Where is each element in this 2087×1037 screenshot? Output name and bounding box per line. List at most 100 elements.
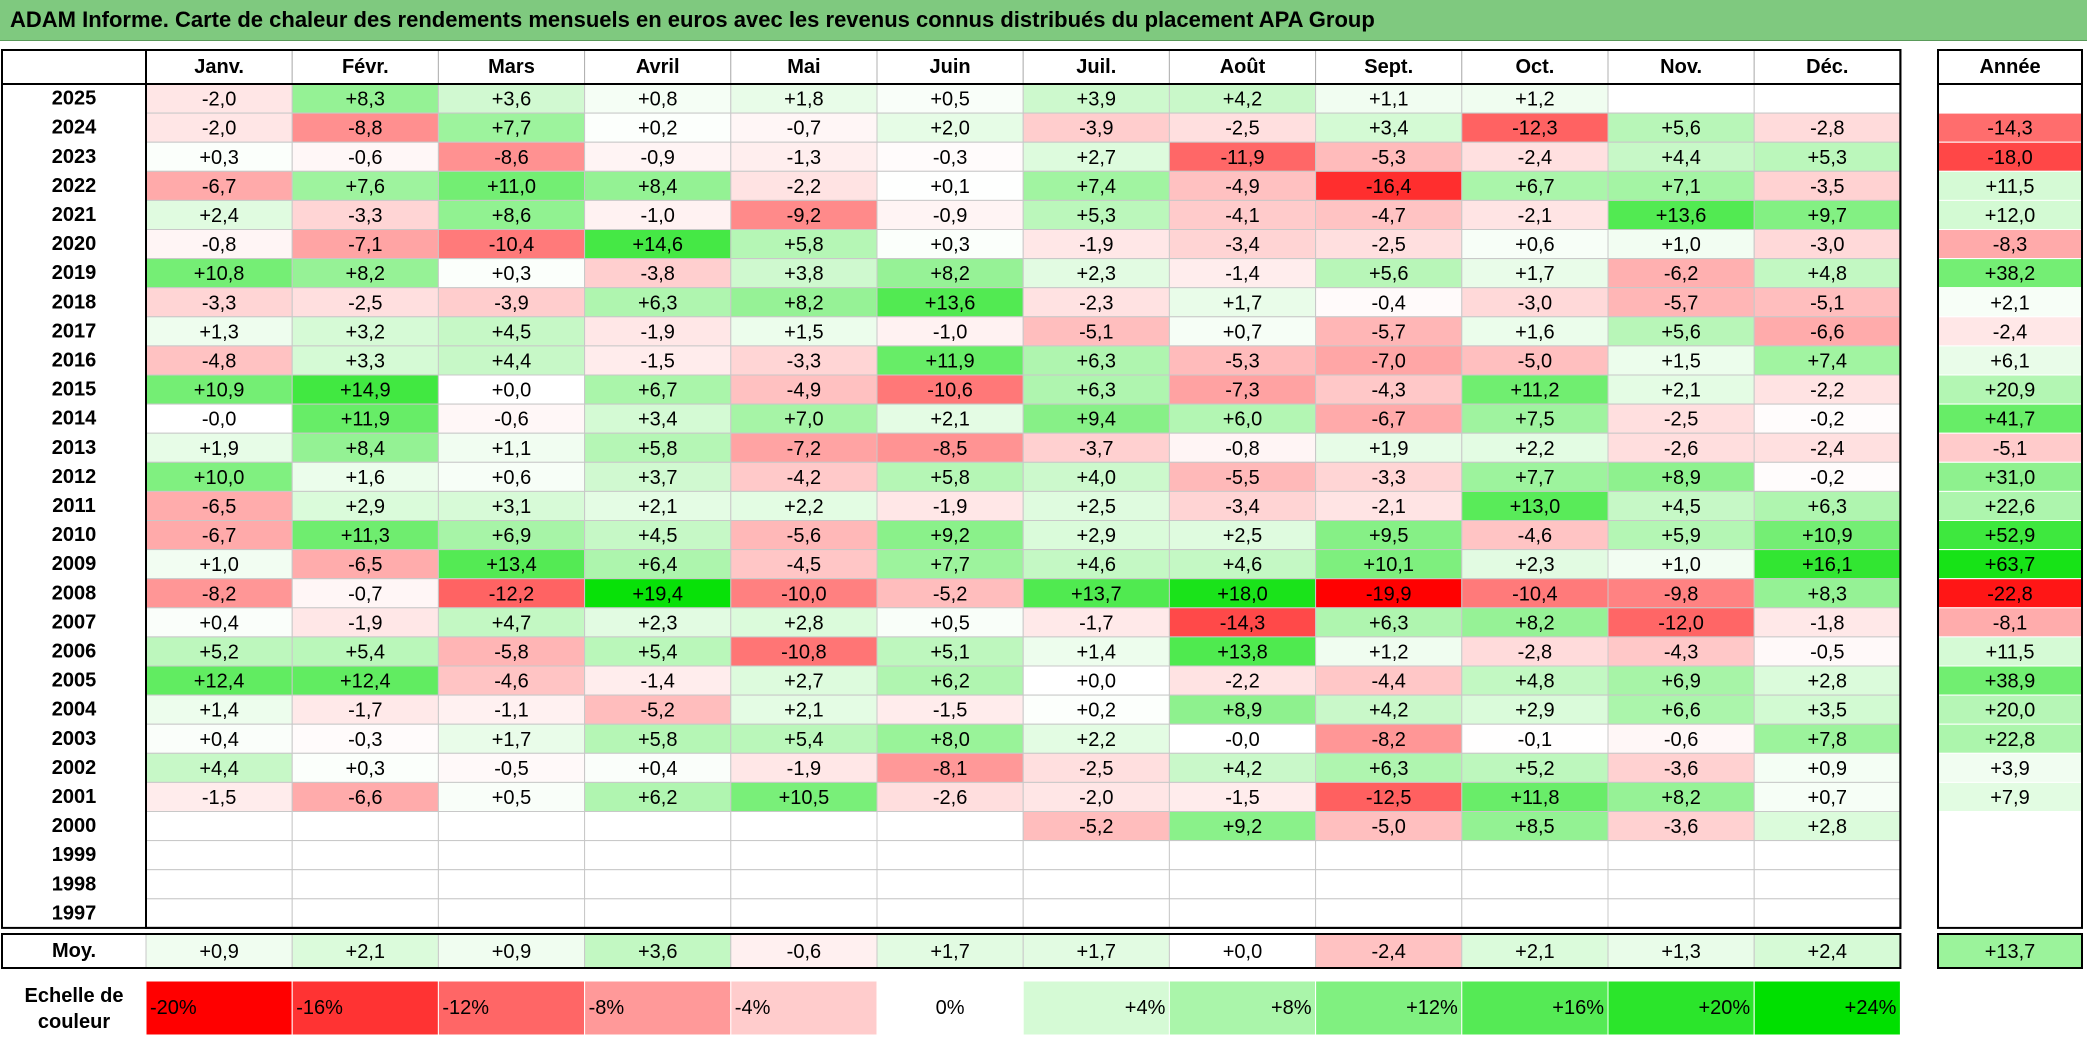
cell-value: +0,1 [930, 176, 969, 198]
heatmap-cell [437, 229, 586, 260]
cell-value: -1,0 [933, 321, 967, 343]
cell-value: -1,9 [787, 758, 821, 780]
cell-value: +0,0 [1077, 671, 1116, 693]
heatmap-cell [1315, 170, 1463, 201]
heatmap-cell [876, 432, 1024, 463]
cell-value: +1,4 [199, 700, 238, 722]
heatmap-cell [145, 694, 293, 725]
cell-value: -6,6 [348, 787, 382, 809]
heatmap-cell [1607, 83, 1755, 114]
year-label: 2007 [52, 611, 97, 633]
heatmap-cell [437, 723, 586, 754]
heatmap-cell [1607, 578, 1755, 609]
year-label: 2006 [52, 640, 97, 662]
scale-swatch-label: +8% [1271, 997, 1312, 1019]
heatmap-cell [1168, 520, 1317, 551]
average-label: Moy. [52, 940, 96, 962]
heatmap-cell [584, 840, 732, 871]
heatmap-cell [1168, 578, 1317, 609]
heatmap-cell [1753, 258, 1901, 289]
heatmap-cell [730, 578, 878, 609]
cell-value: -4,8 [202, 350, 236, 372]
cell-value: -3,5 [1810, 176, 1844, 198]
heatmap-cell [1607, 549, 1755, 580]
heatmap-cell [437, 898, 586, 929]
cell-value: +3,9 [1077, 89, 1116, 111]
heatmap-cell [730, 781, 878, 813]
heatmap-cell [1168, 345, 1317, 376]
cell-value: +12,4 [340, 671, 391, 693]
cell-value: -14,3 [1220, 612, 1266, 634]
heatmap-cell [1461, 607, 1609, 638]
cell-value: +8,9 [1661, 467, 1700, 489]
scale-swatch [1461, 980, 1609, 1036]
year-label: 2001 [52, 786, 97, 808]
cell-value: -10,0 [781, 583, 827, 605]
cell-value: -2,1 [1371, 496, 1405, 518]
heatmap-cell [584, 229, 732, 260]
cell-value: +8,2 [346, 263, 385, 285]
heatmap-cell [730, 665, 878, 696]
heatmap-cell [1753, 229, 1901, 260]
heatmap-cell [876, 578, 1024, 609]
heatmap-cell [1607, 520, 1755, 551]
scale-swatch-label: +20% [1698, 997, 1750, 1019]
average-value: -0,6 [787, 941, 821, 963]
heatmap-cell [1168, 490, 1317, 521]
heatmap-cell [1753, 374, 1901, 405]
cell-value: -3,8 [640, 263, 674, 285]
cell-value: -6,5 [202, 496, 236, 518]
annual-value: -8,3 [1993, 234, 2027, 256]
heatmap-cell [291, 898, 439, 929]
annual-cell [1937, 723, 2083, 754]
average-cell [437, 933, 586, 969]
heatmap-cell [1168, 199, 1317, 230]
cell-value: +7,7 [1515, 467, 1554, 489]
cell-value: -2,3 [1079, 292, 1113, 314]
heatmap-cell [1461, 374, 1609, 405]
scale-swatch-label: -16% [296, 997, 343, 1019]
heatmap-cell [730, 199, 878, 230]
cell-value: +1,9 [199, 438, 238, 460]
scale-swatch-label: +12% [1406, 997, 1458, 1019]
heatmap-cell [1168, 258, 1317, 289]
heatmap-cell [1753, 316, 1901, 347]
cell-value: -6,7 [1371, 409, 1405, 431]
annual-header-label: Année [1979, 56, 2040, 78]
cell-value: -2,5 [1371, 234, 1405, 256]
cell-value: +5,2 [199, 641, 238, 663]
heatmap-cell [1315, 752, 1463, 783]
heatmap-cell [584, 549, 732, 580]
cell-value: -5,7 [1371, 321, 1405, 343]
cell-value: +6,3 [1808, 496, 1847, 518]
year-label: 2011 [52, 495, 95, 517]
cell-value: -1,4 [640, 671, 674, 693]
average-cell [1461, 933, 1609, 969]
cell-value: +5,6 [1661, 321, 1700, 343]
cell-value: +6,4 [638, 554, 677, 576]
cell-value: -8,5 [933, 438, 967, 460]
month-header-label: Févr. [342, 56, 389, 78]
cell-value: +10,1 [1363, 554, 1414, 576]
heatmap-cell [1753, 752, 1901, 783]
cell-value: +0,9 [1808, 758, 1847, 780]
annual-value: +12,0 [1985, 205, 2036, 227]
annual-value: +3,9 [1990, 758, 2029, 780]
heatmap-cell [876, 112, 1024, 143]
cell-value: -5,1 [1810, 292, 1844, 314]
year-label: 2021 [52, 204, 97, 226]
cell-value: -1,7 [1079, 612, 1113, 634]
heatmap-cell [291, 258, 439, 289]
cell-value: +0,3 [346, 758, 385, 780]
heatmap-cell [1461, 316, 1609, 347]
annual-cell [1937, 170, 2083, 201]
cell-value: +13,7 [1071, 583, 1122, 605]
cell-value: -7,1 [348, 234, 382, 256]
annual-value: -14,3 [1987, 118, 2033, 140]
cell-value: +13,6 [1656, 205, 1707, 227]
cell-value: +6,3 [1369, 758, 1408, 780]
cell-value: +13,8 [1217, 641, 1268, 663]
annual-value: +31,0 [1985, 467, 2036, 489]
cell-value: +7,7 [930, 554, 969, 576]
cell-value: +6,9 [1661, 671, 1700, 693]
